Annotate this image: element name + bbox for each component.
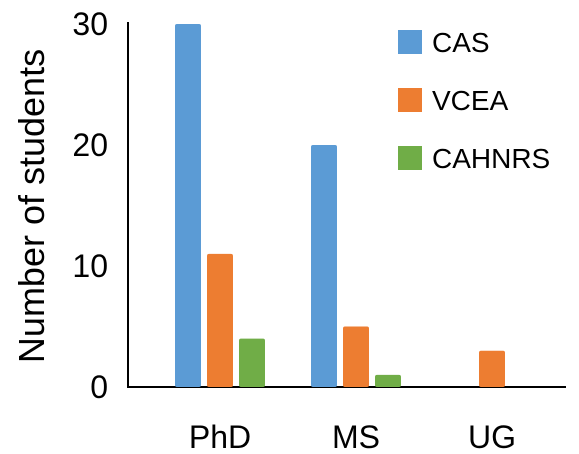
- category-label: MS: [332, 419, 380, 454]
- y-axis-title: Number of students: [11, 49, 52, 363]
- bars: [175, 24, 505, 387]
- category-label: PhD: [189, 419, 251, 454]
- category-label: UG: [468, 419, 516, 454]
- bar-vcea-phd: [207, 253, 233, 387]
- legend-label-vcea: VCEA: [432, 85, 509, 116]
- y-tick-label: 0: [90, 369, 108, 405]
- bar-cahnrs-phd: [239, 338, 265, 387]
- bar-vcea-ms: [343, 326, 369, 387]
- legend-swatch-cahnrs: [398, 146, 422, 170]
- category-labels: PhD MS UG: [189, 419, 516, 454]
- y-tick-label: 30: [72, 6, 108, 42]
- legend-swatch-vcea: [398, 88, 422, 112]
- bar-cas-ms: [311, 145, 337, 387]
- y-tick-label: 20: [72, 127, 108, 163]
- y-tick-labels: 0 10 20 30: [72, 6, 108, 405]
- legend-label-cas: CAS: [432, 27, 490, 58]
- bar-cas-phd: [175, 24, 201, 387]
- legend: CAS VCEA CAHNRS: [398, 27, 550, 174]
- legend-label-cahnrs: CAHNRS: [432, 143, 550, 174]
- bar-cahnrs-ms: [375, 374, 401, 387]
- bar-vcea-ug: [479, 350, 505, 387]
- legend-swatch-cas: [398, 30, 422, 54]
- y-tick-label: 10: [72, 248, 108, 284]
